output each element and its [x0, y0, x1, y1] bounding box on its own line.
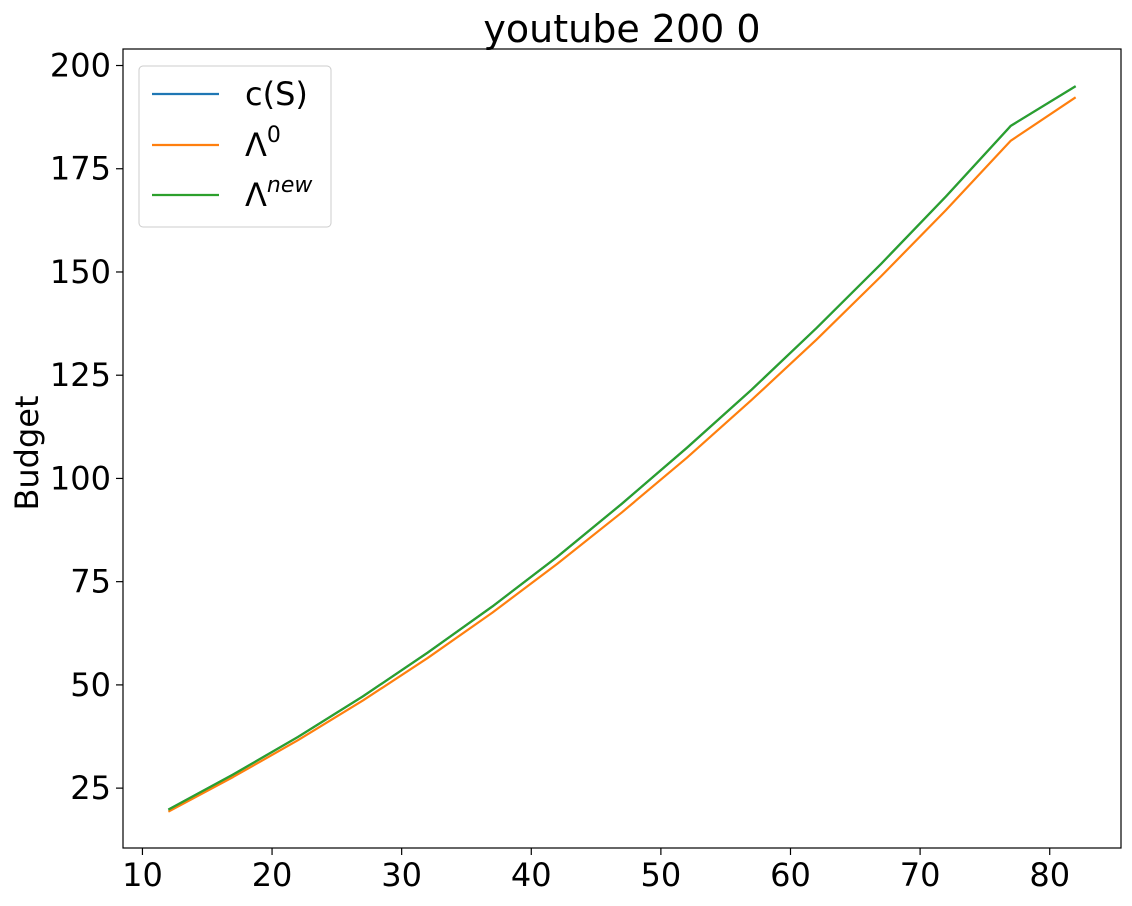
series-group: [167, 85, 1077, 813]
y-tick-label-5: 150: [50, 253, 111, 291]
plot-frame: [122, 48, 1122, 849]
y-ticks: 25 50 75 100 125 150 175 200: [50, 47, 123, 807]
x-tick-label-3: 40: [511, 856, 552, 894]
legend-label-0: c(S): [245, 75, 308, 113]
y-tick-label-4: 125: [50, 356, 111, 394]
y-tick-label-2: 75: [70, 563, 111, 601]
y-axis-label: Budget: [8, 395, 46, 510]
y-tick-label-6: 175: [50, 150, 111, 188]
x-tick-label-4: 50: [641, 856, 682, 894]
y-tick-label-3: 100: [50, 459, 111, 497]
legend-label-sup-1: 0: [267, 123, 281, 148]
x-tick-label-6: 70: [900, 856, 941, 894]
series-line-2: [167, 85, 1077, 811]
y-tick-label-7: 200: [50, 47, 111, 85]
x-tick-label-2: 30: [381, 856, 422, 894]
x-tick-label-0: 10: [122, 856, 163, 894]
y-tick-label-1: 50: [70, 666, 111, 704]
series-line-1: [167, 96, 1077, 813]
x-ticks: 10 20 30 40 50 60 70 80: [122, 848, 1070, 894]
y-tick-label-0: 25: [70, 769, 111, 807]
x-tick-label-1: 20: [252, 856, 293, 894]
x-tick-label-7: 80: [1029, 856, 1070, 894]
legend-frame: [138, 65, 332, 228]
legend-label-sup-2: new: [267, 173, 313, 198]
chart-title: youtube 200 0: [483, 7, 760, 51]
x-tick-label-5: 60: [770, 856, 811, 894]
